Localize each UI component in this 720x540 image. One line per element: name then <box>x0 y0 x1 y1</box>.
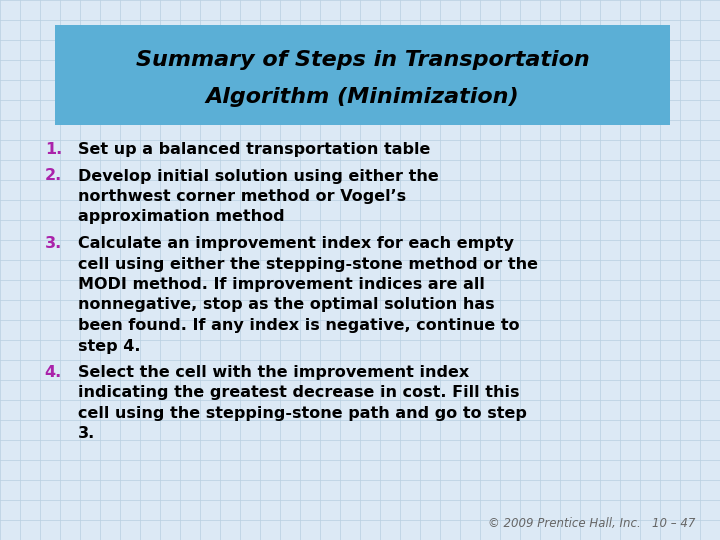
Text: northwest corner method or Vogel’s: northwest corner method or Vogel’s <box>78 189 406 204</box>
Text: Develop initial solution using either the: Develop initial solution using either th… <box>78 168 438 184</box>
Text: Calculate an improvement index for each empty: Calculate an improvement index for each … <box>78 236 514 251</box>
Text: step 4.: step 4. <box>78 339 140 354</box>
Text: Summary of Steps in Transportation: Summary of Steps in Transportation <box>135 50 590 70</box>
Text: 4.: 4. <box>45 365 62 380</box>
Text: 1.: 1. <box>45 142 62 157</box>
Text: © 2009 Prentice Hall, Inc.   10 – 47: © 2009 Prentice Hall, Inc. 10 – 47 <box>487 517 695 530</box>
Text: Select the cell with the improvement index: Select the cell with the improvement ind… <box>78 365 469 380</box>
Text: 3.: 3. <box>78 427 95 442</box>
Text: indicating the greatest decrease in cost. Fill this: indicating the greatest decrease in cost… <box>78 386 520 401</box>
Text: 2.: 2. <box>45 168 62 184</box>
Bar <box>55 25 670 125</box>
Text: cell using the stepping-stone path and go to step: cell using the stepping-stone path and g… <box>78 406 527 421</box>
Text: 3.: 3. <box>45 236 62 251</box>
Text: Set up a balanced transportation table: Set up a balanced transportation table <box>78 142 431 157</box>
Text: been found. If any index is negative, continue to: been found. If any index is negative, co… <box>78 318 520 333</box>
Text: MODI method. If improvement indices are all: MODI method. If improvement indices are … <box>78 277 485 292</box>
Text: approximation method: approximation method <box>78 210 284 225</box>
Text: cell using either the stepping-stone method or the: cell using either the stepping-stone met… <box>78 256 538 272</box>
Text: Algorithm (Minimization): Algorithm (Minimization) <box>206 87 519 107</box>
Text: nonnegative, stop as the optimal solution has: nonnegative, stop as the optimal solutio… <box>78 298 495 313</box>
